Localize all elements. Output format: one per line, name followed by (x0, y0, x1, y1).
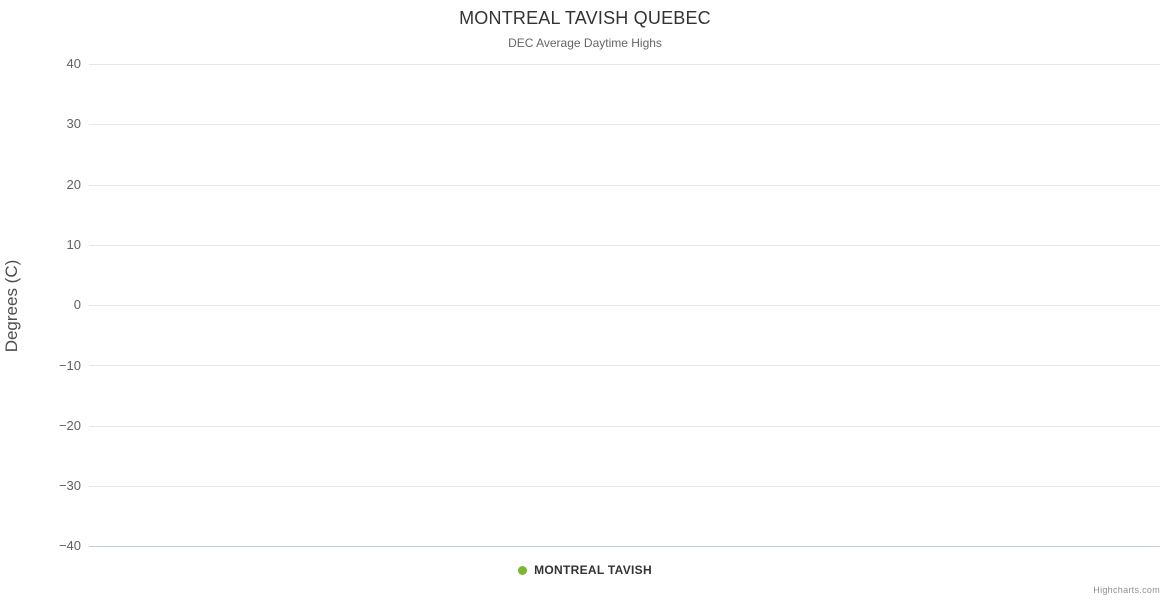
chart-legend: MONTREAL TAVISH (0, 563, 1170, 577)
gridline-30 (89, 124, 1160, 125)
legend-item-montreal-tavish[interactable]: MONTREAL TAVISH (518, 563, 652, 577)
gridline-0 (89, 305, 1160, 306)
chart-subtitle: DEC Average Daytime Highs (508, 36, 662, 50)
gridline-40 (89, 64, 1160, 65)
y-axis-tick-label: −40 (58, 538, 81, 553)
y-axis-tick-label: −10 (58, 358, 81, 373)
highcharts-credit-link[interactable]: Highcharts.com (1093, 585, 1160, 595)
gridline-20 (89, 185, 1160, 186)
y-axis-tick-label: 10 (66, 237, 81, 252)
chart-title: MONTREAL TAVISH QUEBEC (459, 8, 711, 28)
legend-item-label: MONTREAL TAVISH (534, 563, 652, 577)
y-axis-tick-label: 20 (66, 177, 81, 192)
y-axis-tick-label: 0 (73, 297, 81, 312)
series-plot-layer (89, 64, 1160, 546)
gridline-neg10 (89, 365, 1160, 366)
plot-area (89, 64, 1160, 547)
x-axis-line (89, 546, 1160, 547)
legend-marker-circle-icon (518, 565, 528, 575)
y-axis-tick-label: 40 (66, 56, 81, 71)
y-axis-tick-label: 30 (66, 116, 81, 131)
y-axis-tick-label: −20 (58, 418, 81, 433)
gridline-neg30 (89, 486, 1160, 487)
gridline-neg20 (89, 426, 1160, 427)
y-axis-tick-label: −30 (58, 478, 81, 493)
gridline-10 (89, 245, 1160, 246)
